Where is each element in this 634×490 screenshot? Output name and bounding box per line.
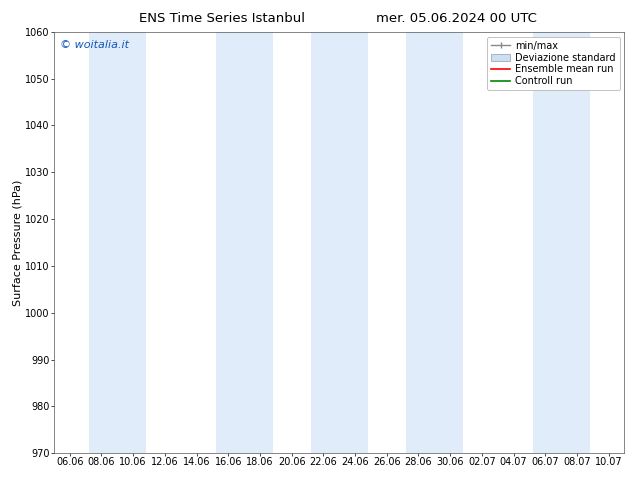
Bar — [216, 32, 273, 453]
Y-axis label: Surface Pressure (hPa): Surface Pressure (hPa) — [12, 179, 22, 306]
Text: ENS Time Series Istanbul: ENS Time Series Istanbul — [139, 12, 305, 25]
Legend: min/max, Deviazione standard, Ensemble mean run, Controll run: min/max, Deviazione standard, Ensemble m… — [487, 37, 619, 90]
Bar — [89, 32, 146, 453]
Bar — [311, 32, 368, 453]
Bar — [533, 32, 590, 453]
Bar — [406, 32, 463, 453]
Text: mer. 05.06.2024 00 UTC: mer. 05.06.2024 00 UTC — [376, 12, 537, 25]
Text: © woitalia.it: © woitalia.it — [60, 40, 129, 50]
